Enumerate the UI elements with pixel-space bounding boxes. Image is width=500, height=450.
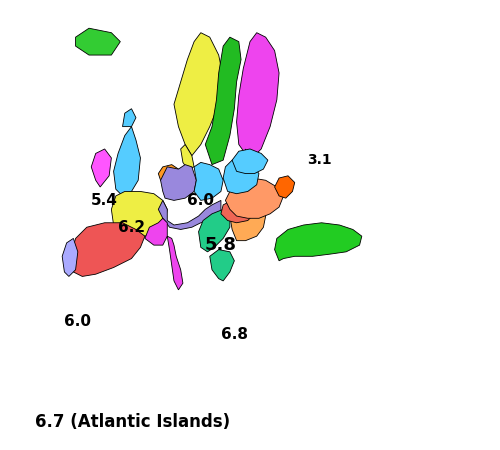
Polygon shape — [232, 149, 268, 174]
Polygon shape — [145, 218, 168, 245]
Text: 3.1: 3.1 — [307, 153, 332, 167]
Polygon shape — [244, 149, 248, 160]
Polygon shape — [160, 165, 196, 200]
Polygon shape — [122, 109, 136, 126]
Polygon shape — [221, 200, 254, 223]
Polygon shape — [206, 37, 241, 165]
Polygon shape — [76, 28, 120, 55]
Polygon shape — [114, 126, 140, 196]
Polygon shape — [194, 162, 223, 200]
Polygon shape — [112, 191, 168, 238]
Polygon shape — [274, 176, 294, 198]
Text: 5.8: 5.8 — [205, 236, 237, 254]
Text: 6.2: 6.2 — [118, 220, 145, 235]
Text: 6.8: 6.8 — [221, 327, 248, 342]
Polygon shape — [210, 250, 234, 281]
Text: 5.4: 5.4 — [91, 193, 118, 208]
Text: 6.0: 6.0 — [64, 314, 92, 328]
Polygon shape — [71, 223, 145, 276]
Polygon shape — [180, 144, 194, 169]
Polygon shape — [236, 33, 279, 160]
Polygon shape — [158, 165, 180, 185]
Polygon shape — [158, 200, 221, 230]
Polygon shape — [168, 236, 183, 290]
Polygon shape — [62, 238, 78, 276]
Polygon shape — [198, 209, 230, 252]
Polygon shape — [230, 207, 266, 241]
Polygon shape — [223, 160, 259, 194]
Polygon shape — [226, 178, 284, 218]
Polygon shape — [174, 33, 223, 156]
Text: 6.7 (Atlantic Islands): 6.7 (Atlantic Islands) — [36, 413, 230, 431]
Polygon shape — [91, 149, 112, 187]
Polygon shape — [274, 223, 362, 261]
Text: 6.0: 6.0 — [188, 193, 214, 208]
